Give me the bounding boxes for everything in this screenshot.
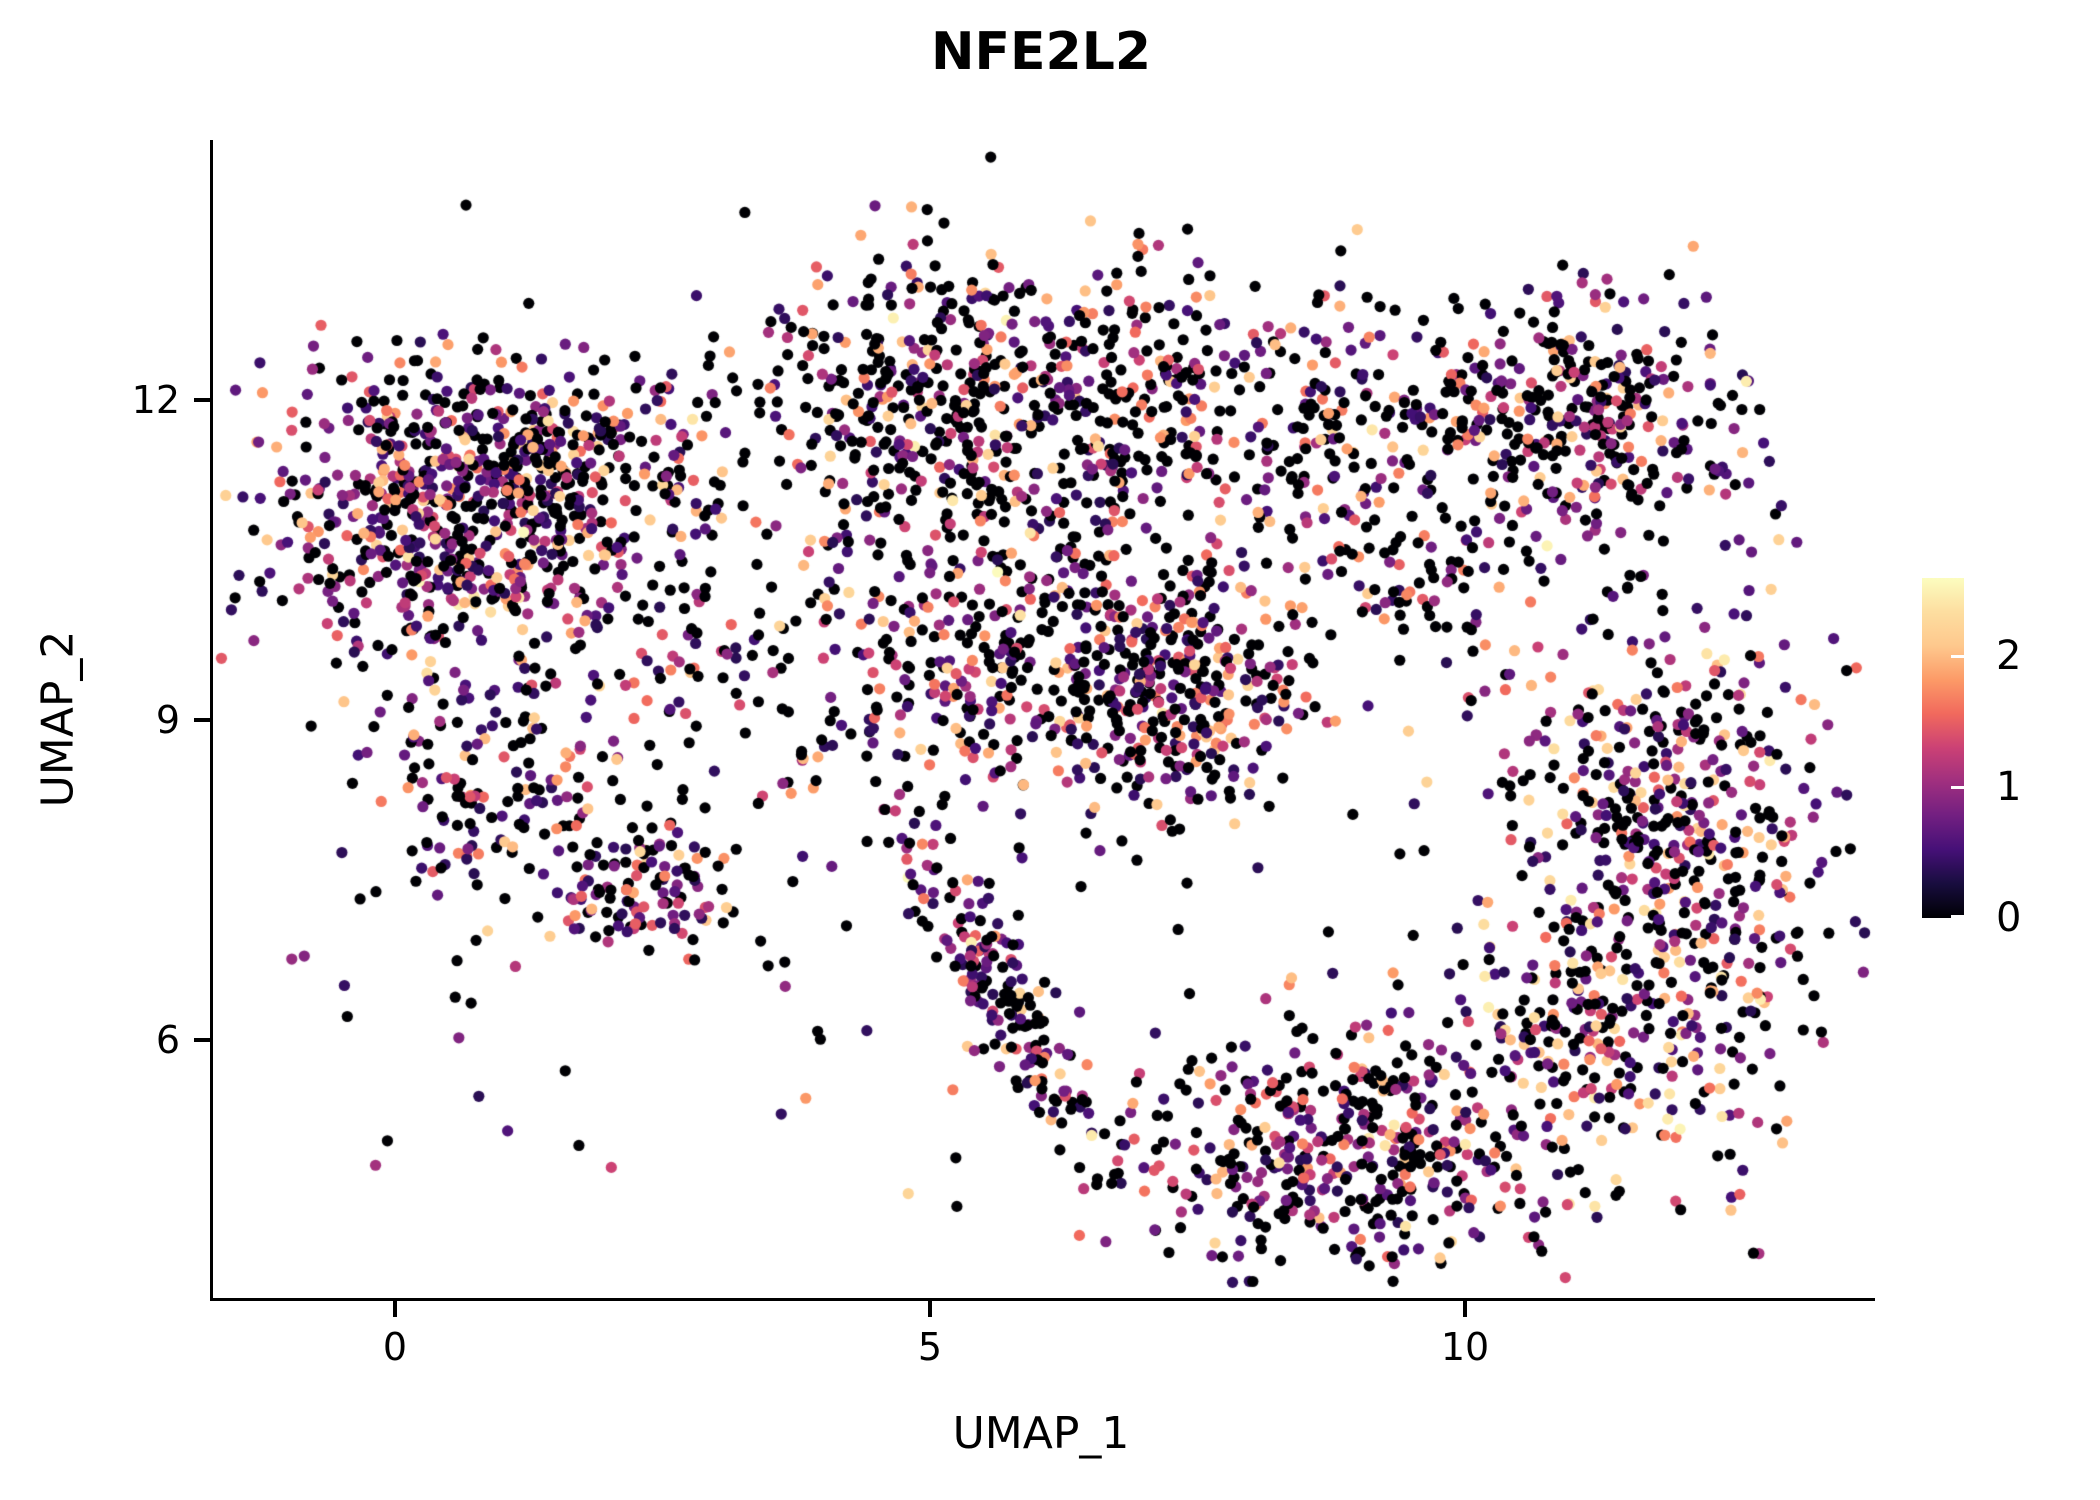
y-tick-label-6: 6 (155, 1018, 180, 1062)
colorbar-label-2: 2 (1996, 633, 2022, 679)
colorbar-label-0: 0 (1996, 895, 2022, 941)
x-tick-mark-5 (928, 1301, 932, 1317)
y-tick-label-9: 9 (155, 698, 180, 742)
plot-title: NFE2L2 (930, 22, 1152, 82)
y-tick-mark-6 (194, 1038, 210, 1042)
y-axis-title: UMAP_2 (32, 630, 84, 808)
y-tick-mark-9 (194, 718, 210, 722)
colorbar-tick-1 (1951, 786, 1964, 789)
x-axis-title: UMAP_1 (952, 1408, 1130, 1459)
colorbar-tick-2 (1951, 655, 1964, 658)
colorbar (1922, 578, 1964, 918)
colorbar-tick-0 (1951, 915, 1964, 918)
x-tick-label-0: 0 (382, 1325, 408, 1369)
x-tick-label-10: 10 (1440, 1325, 1490, 1369)
colorbar-gradient (1922, 578, 1964, 918)
x-tick-mark-10 (1463, 1301, 1467, 1317)
x-tick-mark-0 (393, 1301, 397, 1317)
y-tick-mark-12 (194, 398, 210, 402)
colorbar-label-1: 1 (1996, 764, 2022, 810)
y-axis-line (210, 140, 213, 1301)
x-tick-label-5: 5 (917, 1325, 943, 1369)
x-axis-line (210, 1298, 1875, 1301)
y-tick-label-12: 12 (131, 378, 180, 422)
